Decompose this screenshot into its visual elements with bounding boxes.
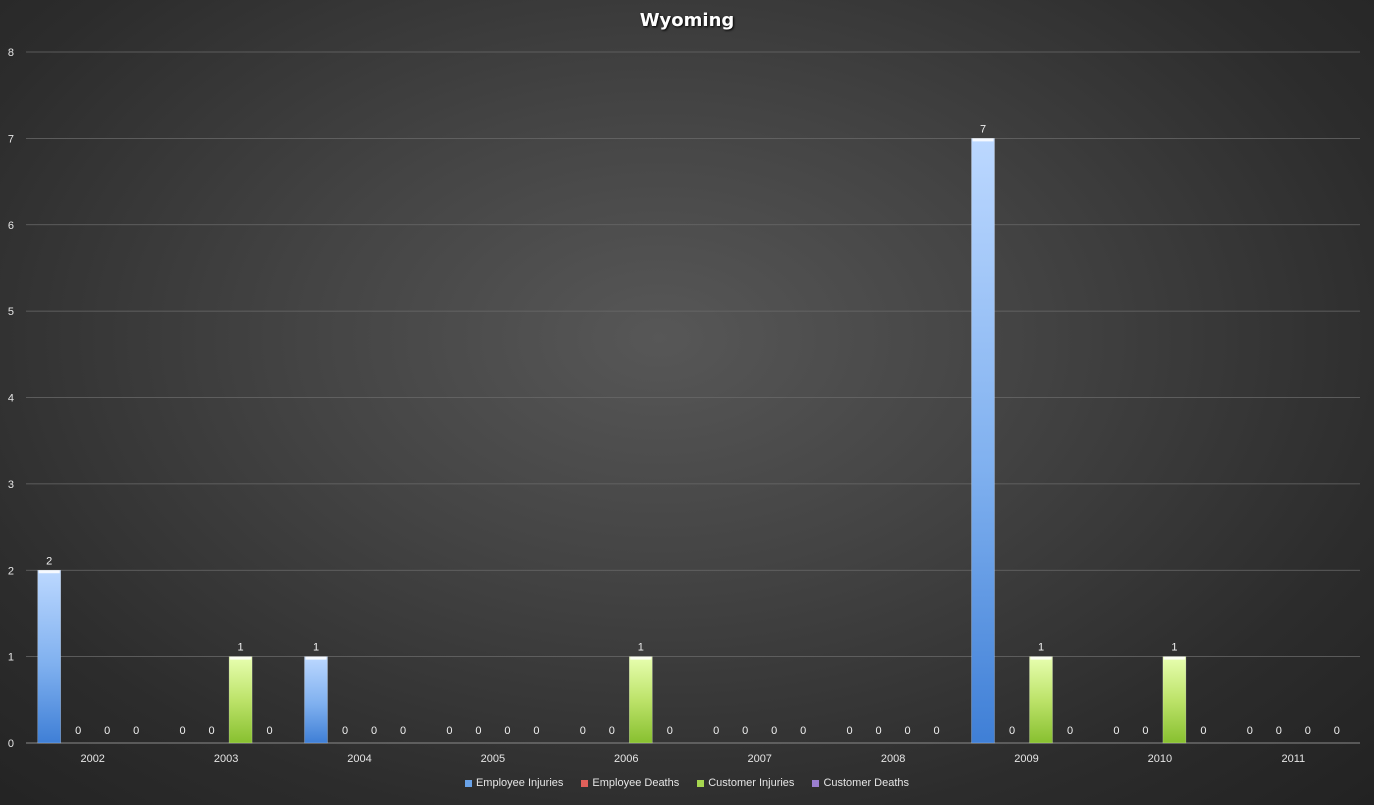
data-label: 0 [75, 725, 81, 737]
data-label: 0 [1305, 725, 1311, 737]
bar-cap [38, 570, 60, 574]
legend-item: Customer Injuries [697, 777, 794, 789]
data-label: 0 [800, 725, 806, 737]
y-tick-label: 4 [8, 393, 14, 405]
data-label: 0 [446, 725, 452, 737]
data-label: 0 [1200, 725, 1206, 737]
data-label: 0 [1009, 725, 1015, 737]
bar-employee-injuries [37, 569, 62, 744]
x-tick-label: 2007 [747, 753, 771, 765]
data-label: 0 [580, 725, 586, 737]
data-label: 0 [1334, 725, 1340, 737]
legend-item: Customer Deaths [812, 777, 909, 789]
data-label: 0 [1276, 725, 1282, 737]
bar-cap [630, 656, 652, 660]
data-label: 0 [1247, 725, 1253, 737]
data-label: 0 [1113, 725, 1119, 737]
legend-label: Employee Deaths [592, 777, 680, 789]
data-label: 1 [1038, 642, 1044, 654]
x-tick-label: 2005 [481, 753, 505, 765]
x-tick-label: 2003 [214, 753, 238, 765]
legend-swatch [581, 779, 589, 787]
data-label: 1 [1171, 642, 1177, 654]
data-label: 0 [934, 725, 940, 737]
data-label: 0 [847, 725, 853, 737]
data-label: 0 [209, 725, 215, 737]
legend-label: Customer Injuries [708, 777, 795, 789]
y-tick-label: 1 [8, 652, 14, 664]
y-tick-label: 6 [8, 220, 14, 232]
data-label: 0 [876, 725, 882, 737]
data-label: 0 [609, 725, 615, 737]
y-tick-label: 8 [8, 47, 14, 59]
legend-label: Employee Injuries [475, 777, 564, 789]
data-label: 0 [342, 725, 348, 737]
data-label: 0 [267, 725, 273, 737]
x-tick-label: 2008 [881, 753, 905, 765]
data-label: 0 [104, 725, 110, 737]
legend-item: Employee Deaths [581, 777, 679, 789]
legend: Employee Injuries Employee Deaths Customer… [0, 777, 1374, 789]
y-tick-label: 5 [8, 306, 14, 318]
data-label: 0 [400, 725, 406, 737]
y-tick-label: 7 [8, 133, 14, 145]
y-tick-label: 3 [8, 479, 14, 491]
data-label: 0 [533, 725, 539, 737]
data-label: 0 [742, 725, 748, 737]
data-label: 0 [475, 725, 481, 737]
data-label: 0 [771, 725, 777, 737]
data-label: 2 [46, 555, 52, 567]
bar-cap [230, 656, 252, 660]
x-tick-label: 2010 [1148, 753, 1172, 765]
bar-cap [1030, 656, 1052, 660]
data-label: 1 [638, 642, 644, 654]
legend-item: Employee Injuries [464, 777, 564, 789]
bar-customer-injuries [1029, 656, 1053, 744]
data-label: 0 [371, 725, 377, 737]
bar-employee-injuries [304, 656, 328, 744]
data-label: 0 [667, 725, 673, 737]
bar-customer-injuries [228, 656, 253, 744]
bar-cap [972, 138, 994, 142]
data-label: 1 [238, 642, 244, 654]
x-tick-label: 2004 [347, 753, 371, 765]
bar-customer-injuries [628, 656, 653, 744]
legend-swatch [464, 779, 472, 787]
x-tick-label: 2006 [614, 753, 638, 765]
data-label: 0 [1067, 725, 1073, 737]
x-tick-label: 2009 [1014, 753, 1038, 765]
y-tick-label: 2 [8, 565, 14, 577]
chart-title: Wyoming [639, 10, 735, 31]
data-label: 1 [313, 642, 319, 654]
x-tick-label: 2002 [80, 753, 104, 765]
bar-customer-injuries [1162, 656, 1187, 744]
data-label: 0 [713, 725, 719, 737]
legend-swatch [697, 779, 705, 787]
data-label: 0 [133, 725, 139, 737]
bar-employee-injuries [971, 138, 995, 744]
data-label: 7 [980, 123, 986, 135]
data-label: 0 [180, 725, 186, 737]
y-tick-label: 0 [8, 738, 14, 750]
bar-cap [1163, 656, 1185, 660]
legend-swatch [812, 779, 820, 787]
data-label: 0 [905, 725, 911, 737]
bar-cap [305, 656, 327, 660]
data-label: 0 [504, 725, 510, 737]
legend-label: Customer Deaths [823, 777, 910, 789]
data-label: 0 [1142, 725, 1148, 737]
x-tick-label: 2011 [1281, 753, 1305, 765]
